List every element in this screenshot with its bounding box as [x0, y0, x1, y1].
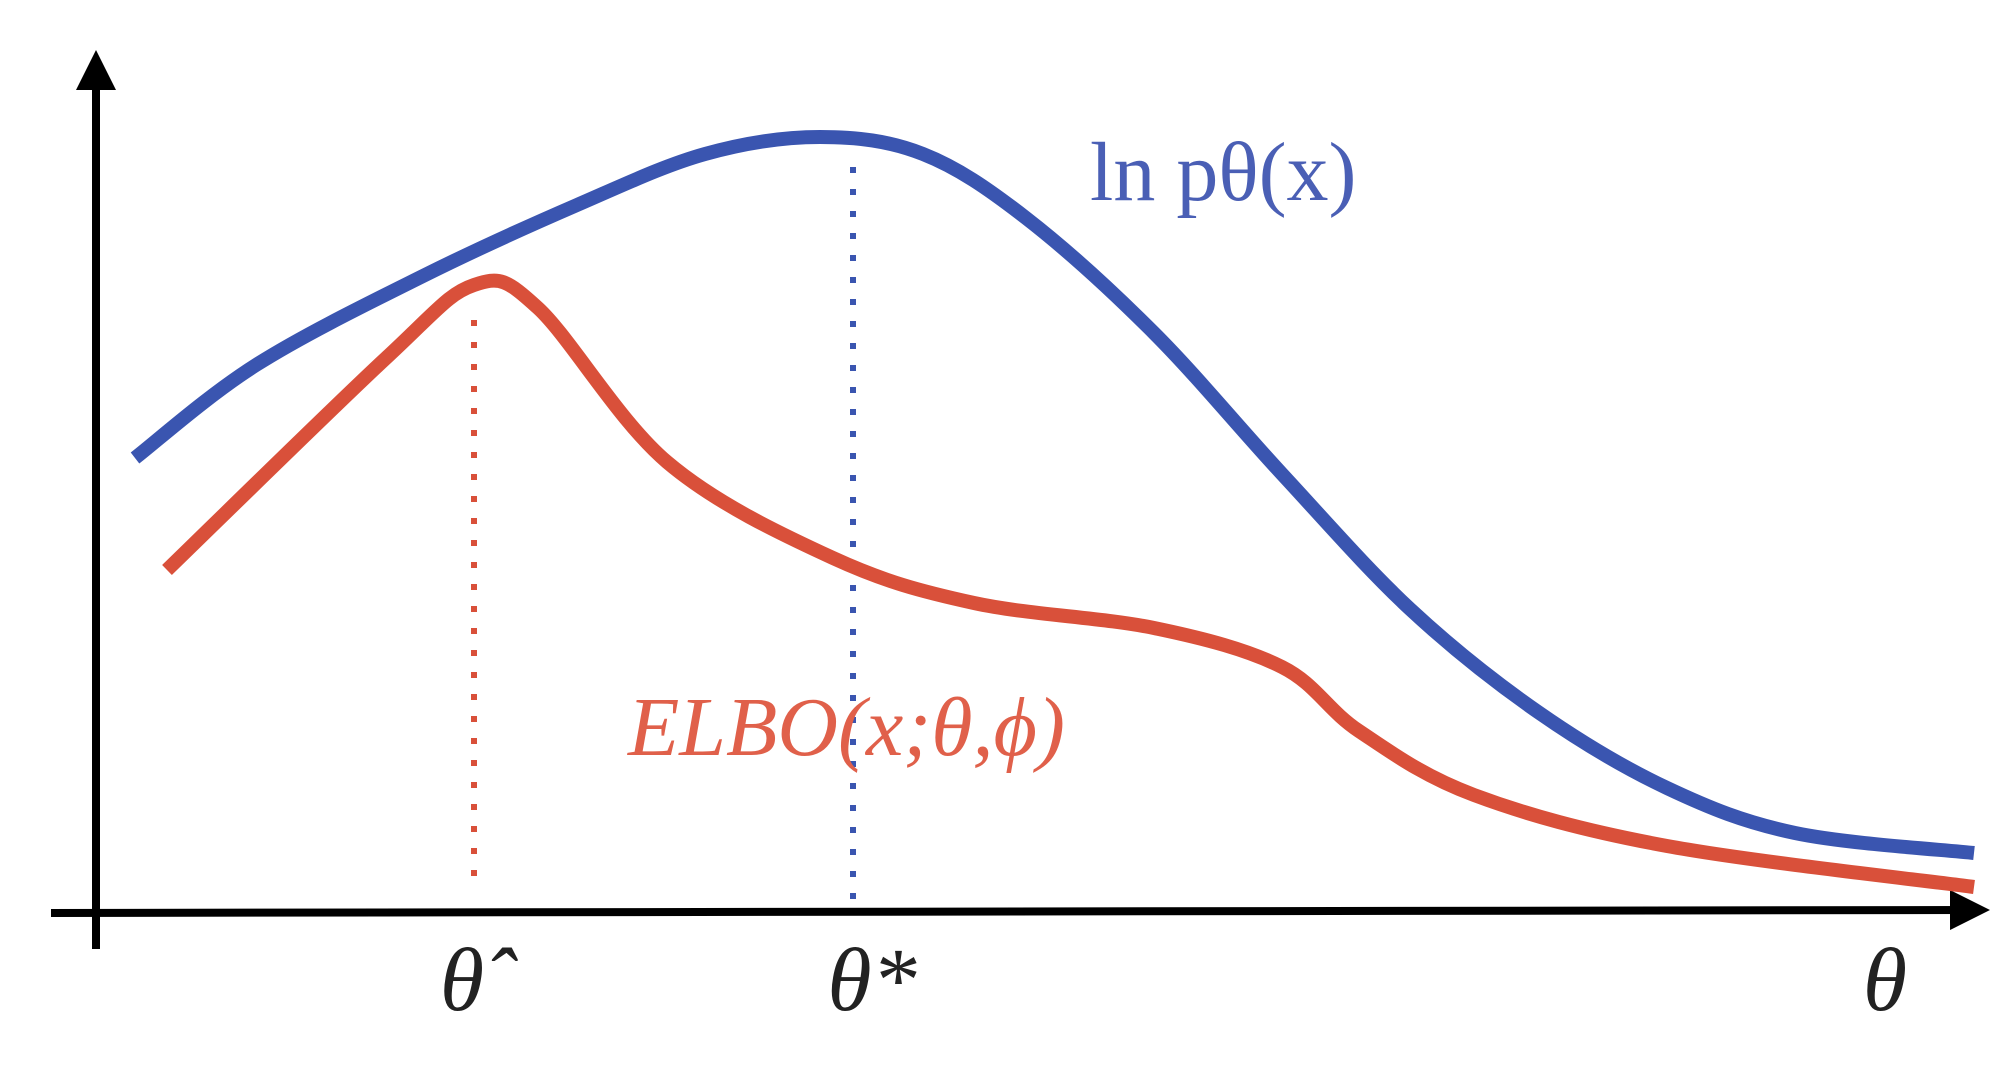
theta-hat-label: θ̂	[440, 931, 518, 1030]
theta-star-label: θ*	[827, 931, 916, 1030]
x-axis	[50, 890, 1990, 931]
theta-label: θ	[1863, 931, 1907, 1030]
elbo-curve	[162, 273, 1975, 894]
log-likelihood-curve	[130, 129, 1975, 860]
log-likelihood-label: ln pθ(x)	[1090, 126, 1357, 219]
elbo-label: ELBO(x;θ,ϕ)	[627, 681, 1065, 774]
